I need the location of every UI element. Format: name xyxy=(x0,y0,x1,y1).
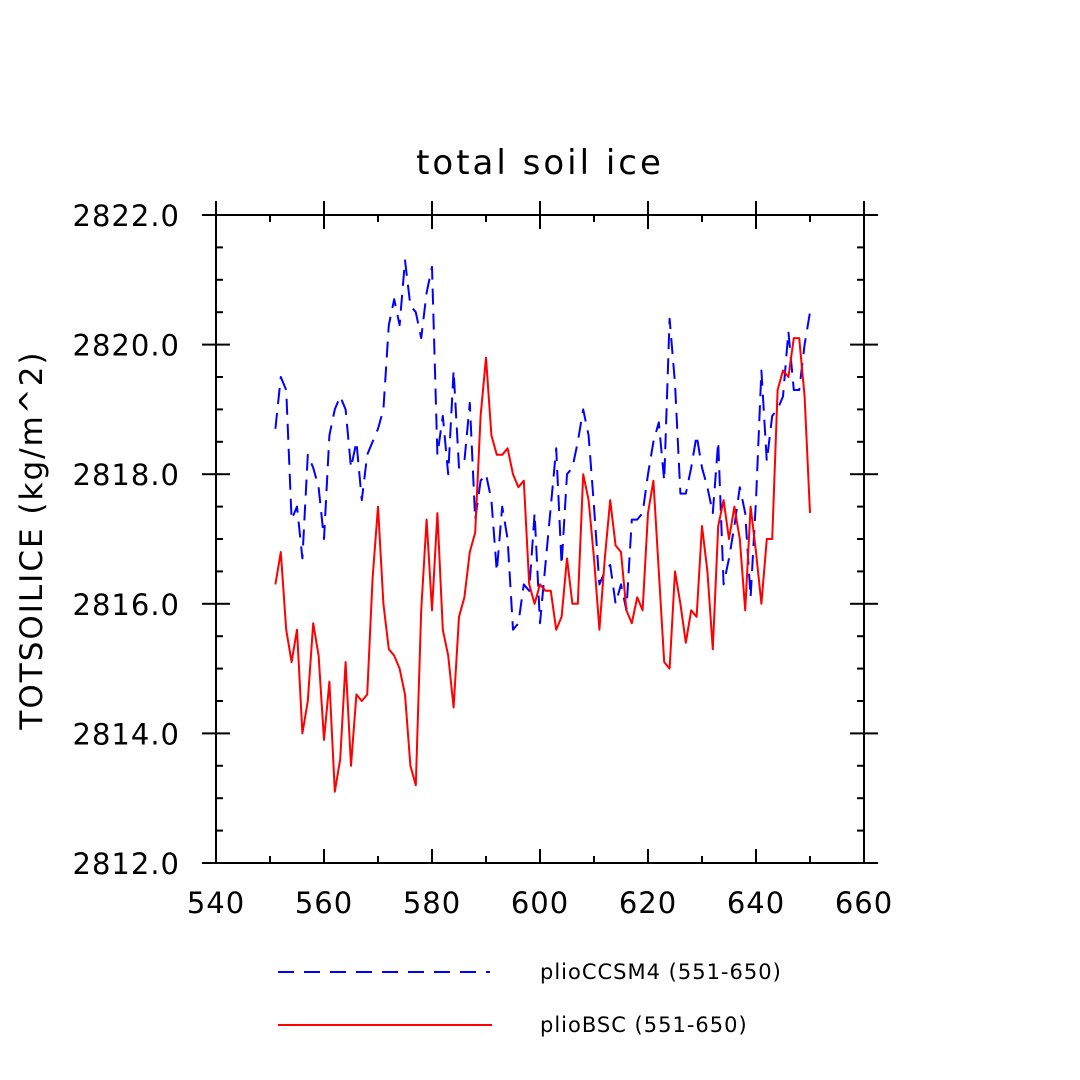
x-tick-label: 660 xyxy=(835,886,893,920)
legend-label-plioBSC: plioBSC (551-650) xyxy=(540,1013,748,1037)
x-tick-label: 540 xyxy=(187,886,245,920)
series-line-0 xyxy=(274,259,811,631)
x-tick-label: 560 xyxy=(295,886,353,920)
plot-area: 540 560 580 600 620 640 660 2812.0 2814.0 2816.0 2… xyxy=(73,199,893,920)
legend: plioCCSM4 (551-650) plioBSC (551-650) xyxy=(278,960,782,1037)
y-tick-label: 2816.0 xyxy=(73,588,180,622)
chart-title: total soil ice xyxy=(416,143,664,183)
x-tick-label: 620 xyxy=(619,886,677,920)
y-tick-label: 2812.0 xyxy=(73,847,180,881)
y-tick-label: 2818.0 xyxy=(73,458,180,492)
x-tick-label: 640 xyxy=(727,886,785,920)
x-tick-label: 600 xyxy=(511,886,569,920)
y-tick-label: 2814.0 xyxy=(73,717,180,751)
x-tick-label: 580 xyxy=(403,886,461,920)
y-tick-label: 2820.0 xyxy=(73,329,180,363)
y-axis-label: TOTSOILICE (kg/m^2) xyxy=(14,350,50,730)
legend-label-plioCCSM4: plioCCSM4 (551-650) xyxy=(540,960,782,984)
y-tick-label: 2822.0 xyxy=(73,199,180,233)
series-line-1 xyxy=(274,337,811,793)
